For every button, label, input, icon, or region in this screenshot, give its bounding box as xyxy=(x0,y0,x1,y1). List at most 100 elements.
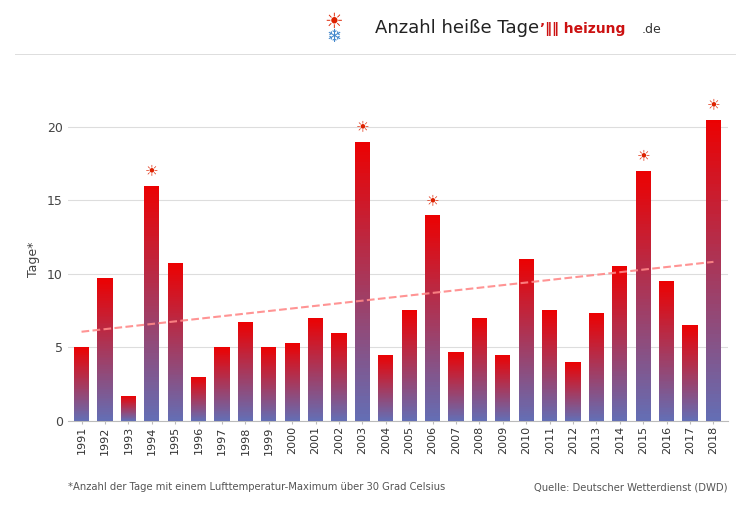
Bar xyxy=(682,407,698,409)
Bar xyxy=(332,401,346,402)
Bar xyxy=(74,379,89,380)
Bar xyxy=(542,346,557,348)
Bar xyxy=(589,412,604,414)
Bar xyxy=(191,419,206,420)
Bar xyxy=(332,413,346,414)
Bar xyxy=(425,395,440,398)
Bar xyxy=(659,326,674,328)
Bar xyxy=(74,390,89,391)
Bar xyxy=(74,366,89,367)
Bar xyxy=(98,385,112,387)
Bar xyxy=(448,352,464,353)
Bar xyxy=(332,377,346,378)
Bar xyxy=(98,357,112,358)
Bar xyxy=(612,314,628,317)
Bar xyxy=(355,208,370,211)
Bar xyxy=(706,334,721,338)
Bar xyxy=(682,399,698,400)
Bar xyxy=(425,282,440,284)
Bar xyxy=(74,412,89,413)
Bar xyxy=(284,410,300,411)
Bar xyxy=(191,405,206,406)
Bar xyxy=(378,354,394,356)
Bar xyxy=(144,377,159,380)
Bar xyxy=(98,365,112,367)
Bar xyxy=(261,398,277,399)
Bar xyxy=(74,353,89,354)
Bar xyxy=(308,357,323,358)
Bar xyxy=(612,353,628,355)
Bar xyxy=(284,407,300,408)
Bar xyxy=(518,380,534,382)
Bar xyxy=(401,415,417,417)
Bar xyxy=(495,356,511,357)
Bar xyxy=(589,360,604,362)
Bar xyxy=(167,362,183,364)
Bar xyxy=(261,392,277,393)
Bar xyxy=(214,388,230,389)
Bar xyxy=(144,265,159,268)
Bar xyxy=(355,215,370,219)
Bar xyxy=(589,378,604,379)
Bar xyxy=(355,149,370,152)
Bar xyxy=(425,382,440,385)
Bar xyxy=(566,407,580,408)
Bar xyxy=(425,266,440,269)
Bar xyxy=(355,194,370,198)
Bar xyxy=(682,397,698,398)
Bar xyxy=(472,336,487,337)
Bar xyxy=(448,368,464,369)
Bar xyxy=(542,370,557,371)
Bar xyxy=(589,411,604,412)
Bar xyxy=(636,211,651,214)
Bar xyxy=(495,403,511,404)
Bar xyxy=(589,384,604,386)
Bar xyxy=(706,142,721,146)
Bar xyxy=(472,372,487,373)
Bar xyxy=(542,412,557,414)
Bar xyxy=(518,336,534,338)
Text: ☀: ☀ xyxy=(145,163,158,178)
Bar xyxy=(238,389,253,390)
Bar xyxy=(636,265,651,268)
Bar xyxy=(566,393,580,394)
Bar xyxy=(98,351,112,353)
Bar xyxy=(682,391,698,392)
Bar xyxy=(448,398,464,399)
Bar xyxy=(542,353,557,354)
Bar xyxy=(261,400,277,401)
Bar xyxy=(144,418,159,421)
Bar xyxy=(167,338,183,340)
Bar xyxy=(425,248,440,251)
Bar xyxy=(542,328,557,330)
Bar xyxy=(378,408,394,409)
Bar xyxy=(308,341,323,342)
Bar xyxy=(308,327,323,328)
Bar xyxy=(589,324,604,325)
Bar xyxy=(706,161,721,165)
Bar xyxy=(284,357,300,358)
Bar xyxy=(261,416,277,417)
Bar xyxy=(636,415,651,418)
Bar xyxy=(706,150,721,153)
Bar xyxy=(518,404,534,406)
Bar xyxy=(448,382,464,383)
Bar xyxy=(238,418,253,420)
Bar xyxy=(682,361,698,362)
Bar xyxy=(589,340,604,342)
Bar xyxy=(214,389,230,390)
Bar xyxy=(706,300,721,304)
Bar xyxy=(238,338,253,340)
Bar xyxy=(261,361,277,362)
Bar xyxy=(191,385,206,386)
Bar xyxy=(659,381,674,382)
Bar xyxy=(472,410,487,411)
Bar xyxy=(448,415,464,416)
Bar xyxy=(355,239,370,243)
Bar xyxy=(308,414,323,416)
Bar xyxy=(284,394,300,396)
Bar xyxy=(401,371,417,372)
Bar xyxy=(542,314,557,316)
Bar xyxy=(659,309,674,311)
Bar xyxy=(167,401,183,403)
